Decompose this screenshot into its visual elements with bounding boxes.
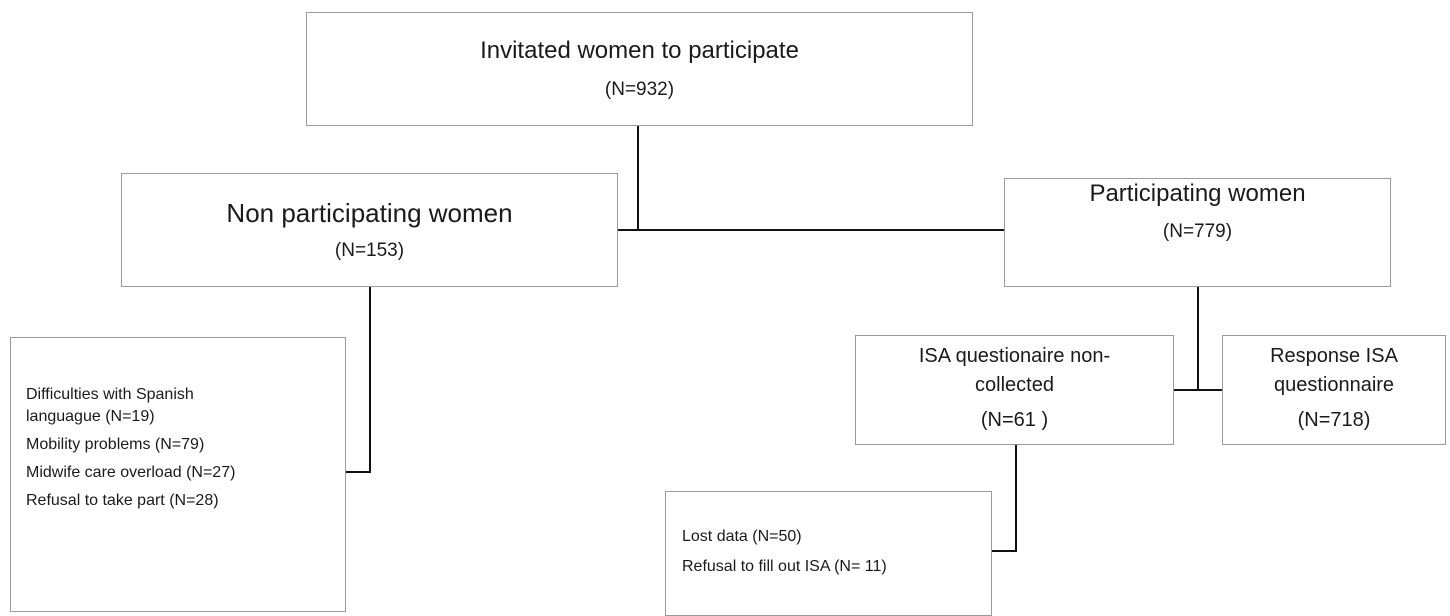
response-isa-box: Response ISA questionnaire (N=718) xyxy=(1222,335,1446,445)
connector-isa-elbow xyxy=(992,550,1017,552)
connector-invited-down xyxy=(637,126,639,230)
connector-nonpart-down xyxy=(369,287,371,472)
response-isa-count: (N=718) xyxy=(1297,409,1371,431)
non-participating-title: Non participating women xyxy=(226,198,513,228)
isa-reasons-list: Lost data (N=50) Refusal to fill out ISA… xyxy=(682,526,887,578)
reason-spanish-line1: Difficulties with Spanish xyxy=(26,386,194,403)
reason-spanish-line2: languague (N=19) xyxy=(26,408,155,425)
participating-title: Participating women xyxy=(1089,180,1306,207)
connector-isa-down xyxy=(1015,445,1017,551)
isa-noncollected-title-line2: collected xyxy=(975,374,1054,396)
non-participation-reasons-box: Difficulties with Spanish languague (N=1… xyxy=(10,337,346,612)
isa-noncollected-count: (N=61 ) xyxy=(980,409,1049,431)
connector-nonpart-elbow xyxy=(346,471,371,473)
response-isa-title-line1: Response ISA xyxy=(1270,345,1398,367)
isa-noncollected-title-line1: ISA questionaire non- xyxy=(918,345,1111,367)
connector-part-down xyxy=(1197,287,1199,390)
reason-mobility: Mobility problems (N=79) xyxy=(26,436,205,453)
invited-count: (N=932) xyxy=(604,79,675,100)
isa-reason-refusal: Refusal to fill out ISA (N= 11) xyxy=(682,558,887,575)
non-participating-box: Non participating women (N=153) xyxy=(121,173,618,287)
isa-noncollected-box: ISA questionaire non- collected (N=61 ) xyxy=(855,335,1174,445)
reason-midwife: Midwife care overload (N=27) xyxy=(26,464,236,481)
connector-horizontal-main xyxy=(618,229,1004,231)
participating-count: (N=779) xyxy=(1162,221,1233,242)
isa-reasons-box: Lost data (N=50) Refusal to fill out ISA… xyxy=(665,491,992,616)
invited-title: Invitated women to participate xyxy=(480,37,799,64)
invited-box: Invitated women to participate (N=932) xyxy=(306,12,973,126)
participating-box: Participating women (N=779) xyxy=(1004,178,1391,287)
response-isa-title-line2: questionnaire xyxy=(1273,374,1395,396)
isa-reason-lost-data: Lost data (N=50) xyxy=(682,528,802,545)
connector-isa-horizontal xyxy=(1174,389,1222,391)
reason-refusal: Refusal to take part (N=28) xyxy=(26,492,219,509)
non-participation-reasons-list: Difficulties with Spanish languague (N=1… xyxy=(26,384,235,512)
non-participating-count: (N=153) xyxy=(334,240,405,261)
